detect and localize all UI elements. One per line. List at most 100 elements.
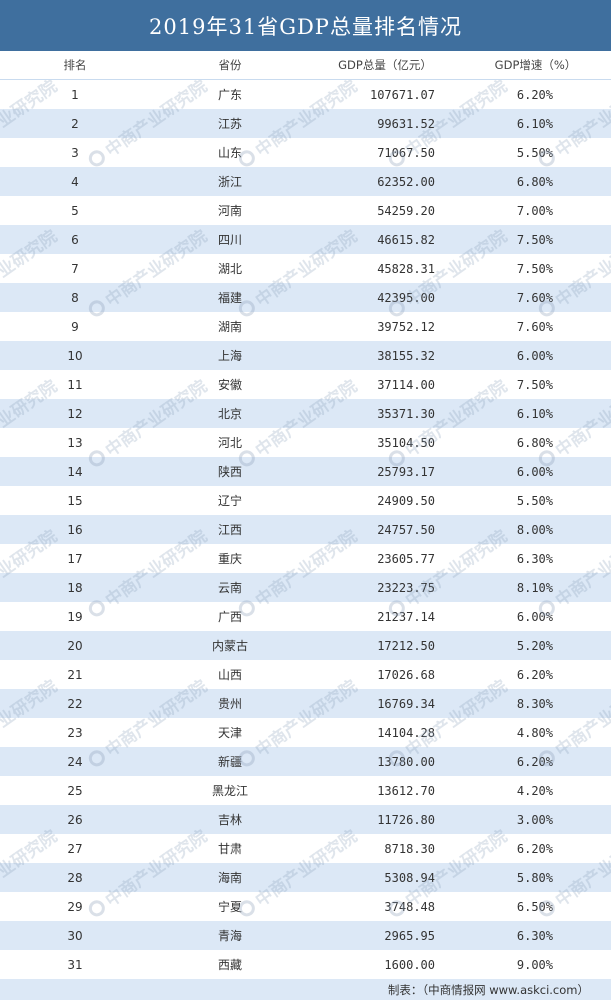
province-cell: 重庆 (217, 552, 242, 566)
gdp-cell: 38155.32 (377, 348, 435, 363)
growth-cell: 5.80% (516, 870, 553, 885)
province-cell: 西藏 (217, 958, 242, 972)
growth-cell: 7.60% (516, 319, 553, 334)
growth-cell: 6.10% (516, 116, 553, 131)
rank-cell: 3 (71, 145, 79, 160)
growth-cell: 8.00% (516, 522, 553, 537)
table-title-bar: 2019年31省GDP总量排名情况 (0, 0, 611, 51)
growth-cell: 7.50% (516, 377, 553, 392)
gdp-cell: 13612.70 (377, 783, 435, 798)
table-row: 4 浙江 62352.00 6.80% (0, 167, 611, 196)
growth-cell: 8.10% (516, 580, 553, 595)
rank-cell: 4 (71, 174, 79, 189)
province-cell: 湖北 (217, 262, 242, 276)
table-body: 1 广东 107671.07 6.20% 2 江苏 99631.52 6.10% 3 山东 7106… (0, 80, 611, 979)
province-cell: 广东 (217, 88, 242, 102)
gdp-cell: 5308.94 (384, 870, 435, 885)
table-row: 21 山西 17026.68 6.20% (0, 660, 611, 689)
growth-cell: 6.80% (516, 435, 553, 450)
table-row: 10 上海 38155.32 6.00% (0, 341, 611, 370)
rank-cell: 1 (71, 87, 79, 102)
gdp-cell: 35104.50 (377, 435, 435, 450)
province-cell: 河南 (217, 204, 242, 218)
rank-cell: 5 (71, 203, 79, 218)
gdp-cell: 25793.17 (377, 464, 435, 479)
province-cell: 新疆 (217, 755, 242, 769)
table-row: 22 贵州 16769.34 8.30% (0, 689, 611, 718)
rank-cell: 20 (67, 638, 83, 653)
gdp-cell: 24757.50 (377, 522, 435, 537)
table-row: 23 天津 14104.28 4.80% (0, 718, 611, 747)
table-row: 5 河南 54259.20 7.00% (0, 196, 611, 225)
table-row: 25 黑龙江 13612.70 4.20% (0, 776, 611, 805)
gdp-cell: 62352.00 (377, 174, 435, 189)
gdp-cell: 23605.77 (377, 551, 435, 566)
province-cell: 辽宁 (217, 494, 242, 508)
table-header-row: 排名 省份 GDP总量（亿元） GDP增速（%） (0, 51, 611, 80)
gdp-cell: 42395.00 (377, 290, 435, 305)
growth-cell: 7.00% (516, 203, 553, 218)
growth-cell: 4.80% (516, 725, 553, 740)
province-cell: 贵州 (217, 697, 242, 711)
rank-cell: 8 (71, 290, 79, 305)
province-cell: 江西 (217, 523, 242, 537)
growth-cell: 6.10% (516, 406, 553, 421)
table-row: 13 河北 35104.50 6.80% (0, 428, 611, 457)
rank-cell: 11 (67, 377, 83, 392)
growth-cell: 6.20% (516, 667, 553, 682)
gdp-cell: 24909.50 (377, 493, 435, 508)
province-cell: 山西 (217, 668, 242, 682)
rank-cell: 30 (67, 928, 83, 943)
gdp-cell: 14104.28 (377, 725, 435, 740)
table-row: 15 辽宁 24909.50 5.50% (0, 486, 611, 515)
rank-cell: 14 (67, 464, 83, 479)
growth-cell: 5.50% (516, 145, 553, 160)
table-row: 20 内蒙古 17212.50 5.20% (0, 631, 611, 660)
table-row: 11 安徽 37114.00 7.50% (0, 370, 611, 399)
table-row: 24 新疆 13780.00 6.20% (0, 747, 611, 776)
rank-cell: 21 (67, 667, 83, 682)
gdp-cell: 35371.30 (377, 406, 435, 421)
growth-cell: 6.80% (516, 174, 553, 189)
table-row: 16 江西 24757.50 8.00% (0, 515, 611, 544)
province-cell: 吉林 (217, 813, 242, 827)
table-row: 18 云南 23223.75 8.10% (0, 573, 611, 602)
province-cell: 海南 (217, 871, 242, 885)
rank-cell: 2 (71, 116, 79, 131)
growth-cell: 6.50% (516, 899, 553, 914)
province-cell: 广西 (217, 610, 242, 624)
table-row: 17 重庆 23605.77 6.30% (0, 544, 611, 573)
province-cell: 湖南 (217, 320, 242, 334)
province-cell: 甘肃 (217, 842, 242, 856)
province-cell: 黑龙江 (211, 784, 248, 798)
province-cell: 福建 (217, 291, 242, 305)
province-cell: 内蒙古 (211, 639, 248, 653)
growth-cell: 7.60% (516, 290, 553, 305)
table-row: 6 四川 46615.82 7.50% (0, 225, 611, 254)
rank-cell: 31 (67, 957, 83, 972)
gdp-cell: 21237.14 (377, 609, 435, 624)
gdp-cell: 71067.50 (377, 145, 435, 160)
table-row: 3 山东 71067.50 5.50% (0, 138, 611, 167)
header-rank: 排名 (63, 58, 87, 72)
table-row: 1 广东 107671.07 6.20% (0, 80, 611, 109)
rank-cell: 24 (67, 754, 83, 769)
rank-cell: 29 (67, 899, 83, 914)
growth-cell: 6.20% (516, 87, 553, 102)
rank-cell: 19 (67, 609, 83, 624)
growth-cell: 5.20% (516, 638, 553, 653)
table-row: 27 甘肃 8718.30 6.20% (0, 834, 611, 863)
province-cell: 宁夏 (217, 900, 242, 914)
rank-cell: 16 (67, 522, 83, 537)
gdp-cell: 13780.00 (377, 754, 435, 769)
province-cell: 北京 (217, 407, 242, 421)
gdp-cell: 37114.00 (377, 377, 435, 392)
gdp-cell: 23223.75 (377, 580, 435, 595)
rank-cell: 7 (71, 261, 79, 276)
table-row: 31 西藏 1600.00 9.00% (0, 950, 611, 979)
table-title: 2019年31省GDP总量排名情况 (149, 14, 462, 39)
rank-cell: 6 (71, 232, 79, 247)
header-province: 省份 (218, 58, 242, 72)
rank-cell: 13 (67, 435, 83, 450)
header-growth: GDP增速（%） (494, 58, 577, 72)
